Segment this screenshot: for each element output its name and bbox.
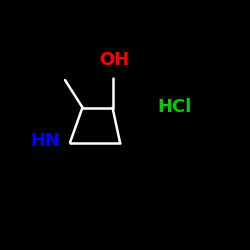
Text: HCl: HCl (158, 98, 192, 116)
Text: HN: HN (30, 132, 60, 150)
Text: OH: OH (98, 51, 129, 69)
